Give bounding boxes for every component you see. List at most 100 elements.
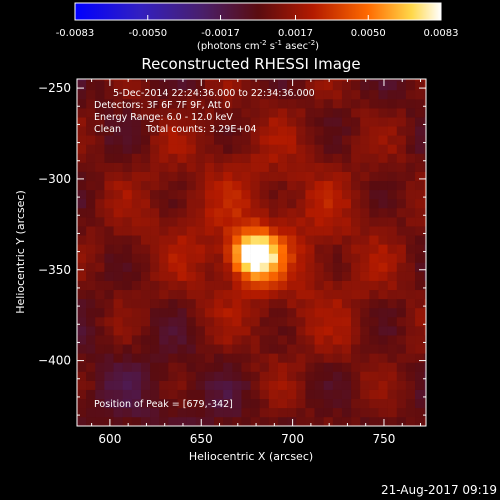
heatmap-pixel bbox=[186, 153, 197, 163]
heatmap-pixel bbox=[396, 135, 407, 145]
annotation-peak: Position of Peak = [679,-342] bbox=[94, 399, 233, 410]
heatmap-pixel bbox=[415, 326, 425, 336]
heatmap-pixel bbox=[168, 280, 178, 291]
heatmap-pixel bbox=[204, 262, 215, 272]
heatmap-pixel bbox=[369, 207, 379, 218]
heatmap-pixel bbox=[296, 335, 306, 345]
heatmap-pixel bbox=[314, 198, 324, 209]
heatmap-pixel bbox=[314, 217, 324, 227]
heatmap-pixel bbox=[95, 162, 105, 172]
heatmap-pixel bbox=[140, 198, 151, 209]
heatmap-pixel bbox=[268, 135, 279, 145]
heatmap-pixel bbox=[104, 198, 114, 209]
heatmap-pixel bbox=[177, 335, 187, 345]
heatmap-pixel bbox=[113, 226, 123, 236]
heatmap-pixel bbox=[287, 126, 297, 136]
heatmap-pixel bbox=[104, 98, 114, 109]
heatmap-pixel bbox=[204, 353, 215, 363]
heatmap-pixel bbox=[378, 407, 388, 418]
heatmap-pixel bbox=[305, 362, 315, 372]
heatmap-pixel bbox=[104, 389, 114, 400]
heatmap-pixel bbox=[323, 253, 334, 263]
heatmap-pixel bbox=[232, 244, 242, 254]
heatmap-pixel bbox=[277, 126, 288, 136]
heatmap-pixel bbox=[378, 98, 388, 109]
heatmap-pixel bbox=[296, 108, 306, 118]
heatmap-pixel bbox=[341, 126, 352, 136]
heatmap-pixel bbox=[415, 371, 425, 381]
heatmap-pixel bbox=[113, 180, 123, 191]
heatmap-pixel bbox=[332, 144, 343, 154]
heatmap-pixel bbox=[332, 226, 343, 236]
heatmap-pixel bbox=[104, 171, 114, 182]
heatmap-pixel bbox=[113, 416, 123, 426]
heatmap-pixel bbox=[360, 371, 370, 381]
heatmap-pixel bbox=[95, 198, 105, 209]
heatmap-pixel bbox=[296, 262, 306, 272]
heatmap-pixel bbox=[95, 298, 105, 309]
heatmap-pixel bbox=[323, 362, 334, 372]
heatmap-pixel bbox=[415, 226, 425, 236]
heatmap-pixel bbox=[214, 80, 224, 91]
heatmap-pixel bbox=[86, 371, 96, 381]
heatmap-pixel bbox=[259, 262, 270, 272]
heatmap-pixel bbox=[424, 316, 426, 327]
heatmap-pixel bbox=[351, 298, 361, 309]
heatmap-pixel bbox=[168, 298, 178, 309]
heatmap-pixel bbox=[223, 298, 233, 309]
heatmap-pixel bbox=[195, 407, 206, 418]
heatmap-pixel bbox=[305, 207, 315, 218]
heatmap-pixel bbox=[214, 362, 224, 372]
heatmap-pixel bbox=[259, 144, 270, 154]
heatmap-pixel bbox=[177, 389, 187, 400]
heatmap-pixel bbox=[378, 316, 388, 327]
heatmap-pixel bbox=[150, 398, 160, 409]
heatmap-pixel bbox=[159, 126, 169, 136]
heatmap-pixel bbox=[287, 235, 297, 245]
heatmap-pixel bbox=[259, 353, 270, 363]
heatmap-pixel bbox=[287, 280, 297, 291]
heatmap-pixel bbox=[186, 162, 197, 172]
heatmap-pixel bbox=[86, 407, 96, 418]
heatmap-pixel bbox=[405, 89, 416, 100]
heatmap-pixel bbox=[113, 80, 123, 91]
heatmap-pixel bbox=[378, 353, 388, 363]
heatmap-pixel bbox=[95, 353, 105, 363]
heatmap-pixel bbox=[77, 226, 87, 236]
heatmap-pixel bbox=[122, 153, 133, 163]
heatmap-pixel bbox=[113, 353, 123, 363]
heatmap-pixel bbox=[268, 162, 279, 172]
heatmap-pixel bbox=[140, 389, 151, 400]
heatmap-pixel bbox=[396, 189, 407, 200]
heatmap-pixel bbox=[140, 253, 151, 263]
heatmap-pixel bbox=[77, 217, 87, 227]
heatmap-pixel bbox=[104, 316, 114, 327]
heatmap-pixel bbox=[378, 289, 388, 300]
heatmap-pixel bbox=[332, 117, 343, 127]
heatmap-pixel bbox=[223, 235, 233, 245]
heatmap-pixel bbox=[268, 153, 279, 163]
heatmap-pixel bbox=[268, 180, 279, 191]
heatmap-pixel bbox=[424, 389, 426, 400]
heatmap-pixel bbox=[168, 98, 178, 109]
heatmap-pixel bbox=[77, 117, 87, 127]
heatmap-pixel bbox=[86, 235, 96, 245]
heatmap-pixel bbox=[259, 298, 270, 309]
heatmap-pixel bbox=[150, 217, 160, 227]
colorbar-tick-label: -0.0050 bbox=[128, 28, 167, 39]
heatmap-pixel bbox=[77, 207, 87, 218]
heatmap-pixel bbox=[405, 189, 416, 200]
heatmap-pixel bbox=[204, 217, 215, 227]
heatmap-pixel bbox=[113, 335, 123, 345]
heatmap-pixel bbox=[287, 189, 297, 200]
heatmap-pixel bbox=[314, 326, 324, 336]
heatmap-pixel bbox=[424, 217, 426, 227]
heatmap-pixel bbox=[332, 326, 343, 336]
heatmap-pixel bbox=[241, 98, 251, 109]
heatmap-pixel bbox=[305, 180, 315, 191]
heatmap-pixel bbox=[250, 362, 261, 372]
heatmap-pixel bbox=[150, 262, 160, 272]
heatmap-pixel bbox=[277, 89, 288, 100]
heatmap-pixel bbox=[86, 262, 96, 272]
heatmap-pixel bbox=[277, 253, 288, 263]
